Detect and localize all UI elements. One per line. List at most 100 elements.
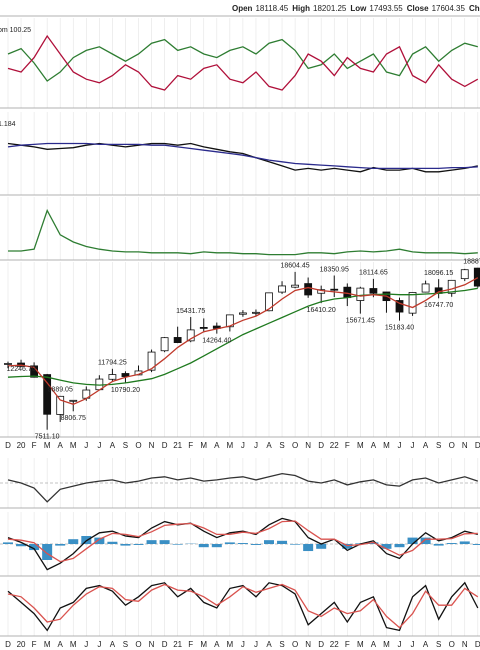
series-line <box>7 581 479 632</box>
x-tick-label: F <box>345 640 350 649</box>
x-tick-label: J <box>398 441 402 450</box>
histogram-bar <box>459 541 470 544</box>
x-tick-label: M <box>200 640 207 649</box>
candle-body <box>460 269 469 280</box>
header-value: 17493.55 <box>369 4 403 13</box>
candle-body <box>356 287 365 301</box>
x-tick-label: 22 <box>330 640 339 649</box>
candle-body <box>108 374 117 380</box>
x-tick-label: N <box>305 441 311 450</box>
candle-body <box>199 327 208 329</box>
x-tick-label: N <box>305 640 311 649</box>
x-tick-label: A <box>214 640 220 649</box>
histogram-bar <box>237 543 248 544</box>
price-annotation: 12246.70 <box>6 366 35 373</box>
candle-body <box>330 288 339 291</box>
x-tick-label: A <box>214 441 220 450</box>
x-tick-label: M <box>357 441 364 450</box>
x-tick-label: A <box>423 441 429 450</box>
series-line <box>7 520 478 563</box>
indicator-label: 1.184 <box>0 121 16 128</box>
histogram-bar <box>81 536 92 544</box>
x-tick-label: S <box>279 441 284 450</box>
x-tick-label: O <box>449 441 455 450</box>
x-tick-label: J <box>254 640 258 649</box>
histogram-bar <box>198 544 209 548</box>
x-tick-label: F <box>32 441 37 450</box>
histogram-bar <box>94 537 105 544</box>
x-tick-label: M <box>227 640 234 649</box>
histogram-bar <box>303 544 314 552</box>
x-tick-label: O <box>292 640 298 649</box>
x-tick-label: D <box>318 441 324 450</box>
series-line <box>7 277 479 405</box>
histogram-bar <box>368 542 379 544</box>
x-tick-label: J <box>84 640 88 649</box>
histogram-bar <box>446 543 457 544</box>
x-tick-label: O <box>292 441 298 450</box>
histogram-bar <box>290 544 301 545</box>
x-tick-label: F <box>32 640 37 649</box>
candle-body <box>447 279 456 294</box>
x-tick-label: F <box>188 640 193 649</box>
histogram-bar <box>472 544 480 545</box>
series-line <box>7 472 479 503</box>
x-tick-label: N <box>462 441 468 450</box>
candle-body <box>369 288 378 294</box>
x-tick-label: A <box>110 441 116 450</box>
x-tick-label: D <box>318 640 324 649</box>
price-annotation: 18887.60 <box>463 259 480 266</box>
x-tick-label: 20 <box>17 441 26 450</box>
candle-body <box>225 314 234 328</box>
series-line <box>7 287 478 386</box>
series-line <box>7 583 479 629</box>
x-tick-label: 22 <box>330 441 339 450</box>
x-tick-label: A <box>266 441 272 450</box>
x-tick-label: J <box>97 640 101 649</box>
x-tick-label: A <box>110 640 116 649</box>
histogram-bar <box>120 544 131 546</box>
candle-body <box>69 399 78 402</box>
price-annotation: 16747.70 <box>424 302 453 309</box>
series-line <box>7 142 478 170</box>
price-annotation: 11794.25 <box>98 360 127 367</box>
histogram-bar <box>394 544 405 548</box>
series-line <box>7 34 479 91</box>
histogram-bar <box>407 537 418 544</box>
histogram-bar <box>433 544 444 546</box>
header-name: Open <box>232 4 253 13</box>
x-tick-label: O <box>135 441 141 450</box>
x-tick-label: D <box>162 640 168 649</box>
candle-body <box>291 284 300 288</box>
price-annotation: 15431.75 <box>176 308 205 315</box>
candle-body <box>278 285 286 293</box>
x-tick-label: M <box>383 640 390 649</box>
histogram-bar <box>342 544 353 549</box>
candle-body <box>252 311 260 314</box>
candle-body <box>186 329 195 342</box>
x-tick-label: J <box>254 441 258 450</box>
x-tick-label: 21 <box>173 441 182 450</box>
x-tick-label: M <box>227 441 234 450</box>
histogram-bar <box>172 544 183 545</box>
histogram-bar <box>316 544 327 549</box>
candle-body <box>408 292 417 314</box>
candle-body <box>304 283 313 296</box>
x-tick-label: S <box>123 441 128 450</box>
price-annotation: 7511.10 <box>35 434 60 441</box>
histogram-bar <box>42 544 53 560</box>
x-tick-label: N <box>462 640 468 649</box>
header-name: Chg <box>469 4 480 13</box>
indicator-label: om 100.25 <box>0 27 31 34</box>
x-tick-label: A <box>423 640 429 649</box>
x-tick-label: S <box>436 441 441 450</box>
header-value: 18201.25 <box>313 4 347 13</box>
x-tick-label: J <box>241 640 245 649</box>
x-tick-label: N <box>149 640 155 649</box>
candle-body <box>43 374 52 415</box>
price-annotation: 18350.95 <box>320 266 349 273</box>
x-tick-label: A <box>371 640 377 649</box>
histogram-bar <box>264 540 274 544</box>
x-tick-label: F <box>188 441 193 450</box>
